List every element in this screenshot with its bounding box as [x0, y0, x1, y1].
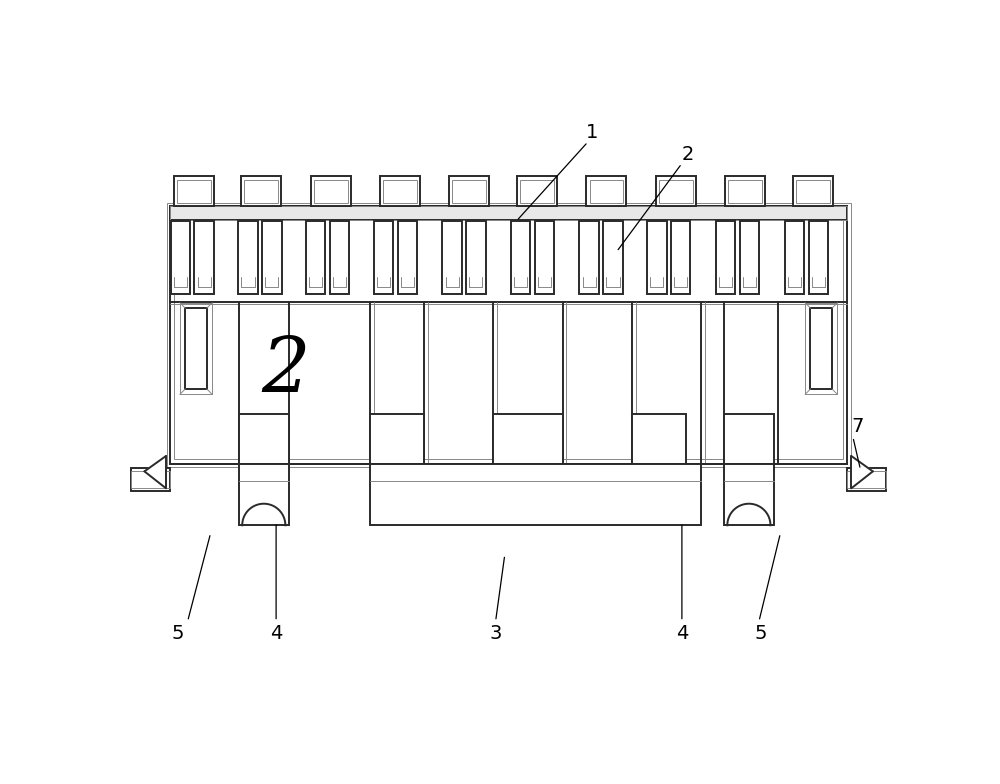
Text: 7: 7: [851, 417, 864, 436]
Bar: [167, 202, 851, 466]
Bar: [511, 221, 530, 294]
Bar: [194, 221, 214, 294]
Bar: [603, 221, 623, 294]
Bar: [241, 176, 281, 205]
Bar: [330, 221, 349, 294]
Text: 5: 5: [754, 623, 767, 643]
Bar: [517, 176, 557, 205]
Bar: [785, 221, 804, 294]
Bar: [466, 221, 486, 294]
Text: 4: 4: [270, 623, 282, 643]
Bar: [632, 414, 686, 463]
Bar: [374, 221, 393, 294]
Text: 1: 1: [586, 123, 598, 142]
Bar: [314, 180, 348, 202]
Bar: [238, 221, 258, 294]
Bar: [847, 467, 886, 491]
Bar: [170, 205, 847, 220]
Bar: [535, 221, 554, 294]
Bar: [449, 176, 489, 205]
Text: 3: 3: [489, 623, 502, 643]
Text: 4: 4: [676, 623, 688, 643]
Bar: [174, 176, 214, 205]
Bar: [170, 205, 847, 220]
Bar: [131, 467, 170, 491]
Bar: [659, 180, 693, 202]
Text: 2: 2: [682, 144, 694, 164]
Bar: [793, 176, 833, 205]
Bar: [177, 180, 211, 202]
Bar: [716, 221, 735, 294]
Bar: [442, 221, 462, 294]
Bar: [171, 221, 190, 294]
Bar: [656, 176, 696, 205]
Bar: [370, 414, 424, 463]
Bar: [380, 176, 420, 205]
Bar: [306, 221, 325, 294]
Bar: [847, 470, 886, 488]
Bar: [809, 221, 828, 294]
Polygon shape: [851, 456, 873, 488]
Bar: [370, 463, 701, 525]
Bar: [244, 180, 278, 202]
Bar: [131, 470, 170, 488]
Bar: [262, 221, 282, 294]
Bar: [810, 308, 832, 389]
Polygon shape: [144, 456, 166, 488]
Bar: [493, 414, 563, 463]
Bar: [185, 308, 207, 389]
Bar: [311, 176, 351, 205]
Bar: [170, 205, 847, 463]
Text: 5: 5: [171, 623, 184, 643]
Bar: [239, 463, 289, 525]
Bar: [180, 303, 212, 394]
Bar: [740, 221, 759, 294]
Text: 2: 2: [261, 334, 310, 408]
Bar: [586, 176, 626, 205]
Bar: [796, 180, 830, 202]
Bar: [520, 180, 554, 202]
Bar: [579, 221, 599, 294]
Bar: [725, 176, 765, 205]
Bar: [724, 463, 774, 525]
Bar: [805, 303, 837, 394]
Bar: [647, 221, 666, 294]
Bar: [590, 180, 623, 202]
Bar: [724, 414, 774, 463]
Bar: [398, 221, 417, 294]
Bar: [671, 221, 690, 294]
Bar: [452, 180, 486, 202]
Bar: [728, 180, 762, 202]
Bar: [239, 414, 289, 463]
Bar: [383, 180, 417, 202]
Bar: [174, 210, 843, 459]
